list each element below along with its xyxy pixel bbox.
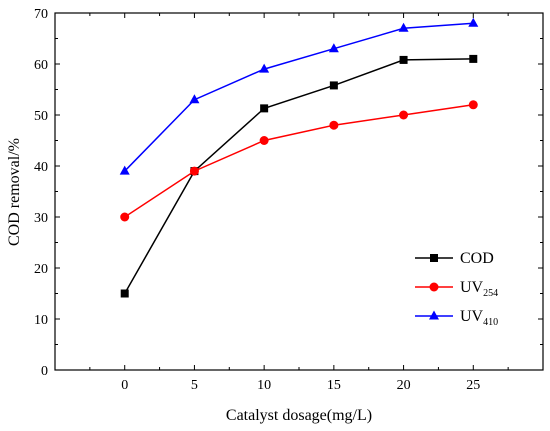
data-point-uv254 [189, 166, 199, 176]
x-tick-label: 25 [466, 378, 480, 393]
y-tick-label: 20 [34, 262, 48, 277]
series-cod [120, 54, 478, 298]
y-tick-label: 70 [34, 7, 48, 22]
x-tick-label: 0 [121, 378, 128, 393]
legend-item-uv410: UV410 [415, 308, 498, 328]
data-point-uv254 [120, 212, 130, 222]
data-point-uv254 [468, 100, 478, 110]
data-point-uv410 [398, 22, 409, 32]
data-point-cod [260, 104, 269, 113]
data-point-cod [329, 81, 338, 90]
data-point-uv410 [119, 165, 130, 175]
x-tick-label: 5 [191, 378, 198, 393]
series-uv410 [119, 17, 479, 175]
legend-marker-cod [430, 254, 438, 262]
series-layer [119, 17, 479, 298]
x-tick-label: 15 [327, 378, 341, 393]
data-point-uv254 [399, 110, 409, 120]
data-point-uv254 [259, 136, 269, 145]
data-point-uv410 [468, 17, 479, 27]
legend-item-uv254: UV254 [415, 279, 498, 299]
legend-label-uv410: UV410 [460, 308, 498, 328]
y-tick-label: 50 [34, 109, 48, 124]
x-axis-title: Catalyst dosage(mg/L) [226, 407, 372, 424]
x-axis: 0 5 10 15 20 25 [89, 13, 509, 393]
series-uv254 [120, 100, 478, 222]
x-tick-label: 20 [397, 378, 411, 393]
data-point-uv410 [189, 94, 200, 104]
legend-marker-uv254 [429, 282, 439, 292]
series-line-uv254 [124, 104, 474, 218]
data-point-cod [399, 55, 408, 64]
legend: COD UV254 UV410 [415, 250, 498, 328]
y-axis-title: COD removal/% [6, 138, 23, 246]
series-line-uv410 [124, 22, 474, 172]
data-point-uv410 [328, 43, 339, 53]
y-axis: 0 10 20 30 40 50 60 70 [34, 7, 543, 379]
y-tick-label: 0 [41, 364, 48, 379]
legend-marker-uv410 [429, 310, 439, 320]
y-tick-label: 10 [34, 313, 48, 328]
y-tick-label: 60 [34, 58, 48, 73]
data-point-cod [469, 54, 478, 63]
x-tick-label: 10 [257, 378, 271, 393]
data-point-uv254 [329, 120, 339, 130]
y-tick-label: 40 [34, 160, 48, 175]
legend-item-cod: COD [415, 250, 494, 267]
legend-label-uv254: UV254 [460, 279, 498, 299]
data-point-uv410 [259, 63, 270, 73]
series-line-cod [124, 58, 474, 294]
legend-label-cod: COD [460, 250, 494, 267]
y-tick-label: 30 [34, 211, 48, 226]
data-point-cod [120, 289, 129, 298]
